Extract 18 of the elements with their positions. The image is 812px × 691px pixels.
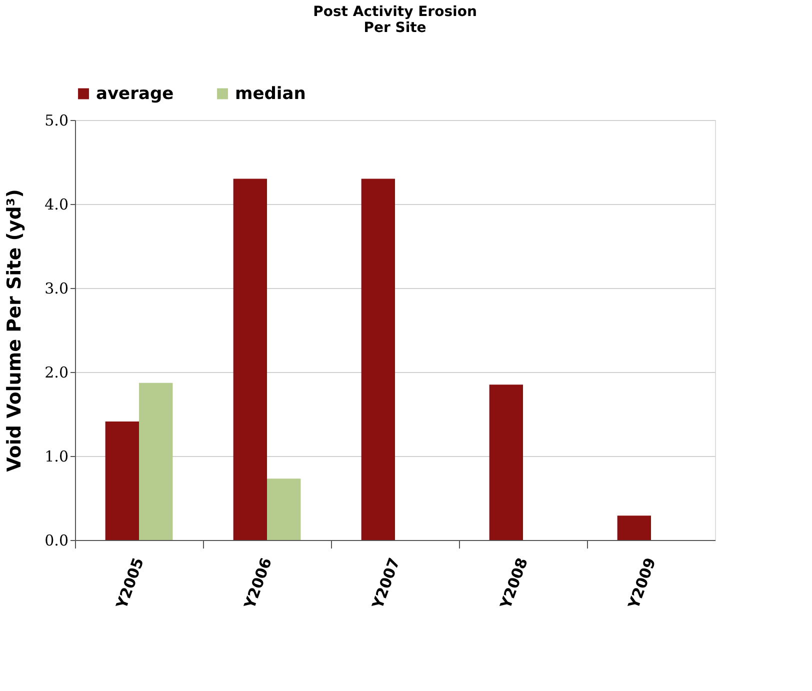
legend-label: average (96, 84, 174, 104)
bar (233, 178, 267, 540)
text: Per Site (364, 20, 426, 36)
bar (139, 382, 173, 540)
legend-label: median (235, 84, 306, 104)
y-tick-label: 2.0 (44, 364, 68, 382)
bar (489, 384, 523, 540)
y-tick-label: 5.0 (44, 112, 68, 130)
bar (361, 178, 395, 540)
y-axis-title: Void Volume Per Site (yd³) (4, 189, 26, 472)
y-tick-label: 4.0 (44, 196, 68, 214)
bar (105, 422, 139, 540)
y-tick-label: 0.0 (44, 532, 68, 550)
y-tick-label: 3.0 (44, 280, 68, 298)
bar (267, 478, 301, 540)
bar (617, 516, 651, 540)
y-tick-label: 1.0 (44, 448, 68, 466)
text: Post Activity Erosion (313, 4, 477, 20)
